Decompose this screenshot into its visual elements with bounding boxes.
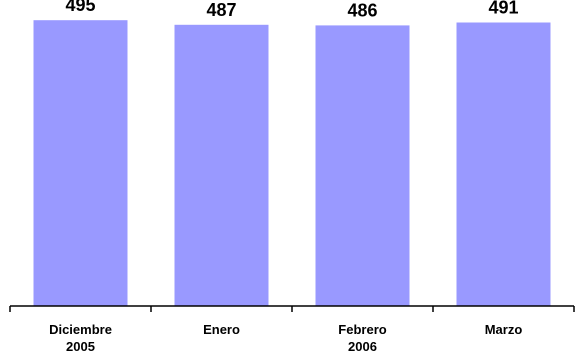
- value-labels-layer: 495 487 486 491: [65, 0, 518, 20]
- data-label-4: 491: [488, 0, 518, 18]
- x-axis: [9, 305, 575, 312]
- category-label-4: Marzo: [485, 322, 523, 337]
- category-label-3: Febrero 2006: [338, 322, 386, 354]
- bar-4: [456, 22, 551, 306]
- bar-3: [315, 25, 410, 307]
- data-label-1: 495: [65, 0, 95, 15]
- data-label-2: 487: [206, 0, 236, 20]
- category-labels-layer: Diciembre 2005 Enero Febrero 2006 Marzo: [49, 322, 522, 354]
- category-label-1: Diciembre 2005: [49, 322, 112, 354]
- bar-1: [33, 20, 128, 306]
- bar-2: [174, 24, 269, 307]
- bars-layer: [33, 20, 551, 307]
- data-label-3: 486: [347, 0, 377, 20]
- category-label-2: Enero: [203, 322, 240, 337]
